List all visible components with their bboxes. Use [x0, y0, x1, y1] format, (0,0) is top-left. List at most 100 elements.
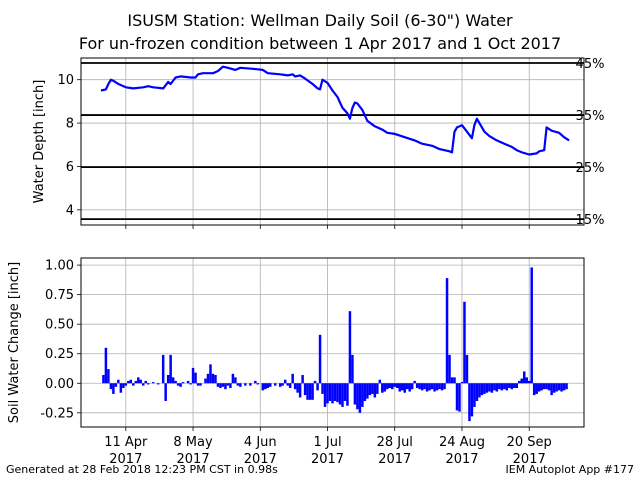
change-bar: [122, 383, 125, 388]
change-bar: [204, 378, 207, 384]
change-bar: [194, 372, 197, 384]
x-tick-label: 2017: [445, 452, 478, 467]
change-bar: [508, 383, 511, 388]
change-bar: [229, 383, 232, 388]
change-ylabel: Soil Water Change [inch]: [7, 262, 22, 423]
change-bar: [366, 383, 369, 399]
change-bar: [256, 383, 260, 385]
change-bar: [371, 383, 374, 394]
change-bar: [433, 383, 436, 392]
app-footer: IEM Autoplot App #177: [505, 463, 635, 476]
change-bar: [430, 383, 434, 390]
change-bar: [520, 378, 523, 384]
change-bar: [552, 383, 556, 393]
change-bar: [495, 383, 499, 392]
change-bar: [388, 383, 392, 388]
change-bar: [415, 383, 419, 388]
change-bar: [420, 383, 424, 391]
change-bar: [386, 383, 389, 390]
chart-title-line-2: For un-frozen condition between 1 Apr 20…: [78, 34, 562, 53]
change-bar: [348, 311, 352, 384]
change-bar: [124, 383, 128, 386]
change-bar: [500, 383, 504, 391]
change-bar: [264, 383, 267, 390]
change-bar: [525, 377, 528, 384]
change-bar: [450, 377, 454, 384]
change-bar: [226, 383, 230, 386]
change-bar: [398, 383, 401, 392]
change-bar: [114, 383, 118, 387]
change-bar: [174, 380, 177, 384]
change-bar: [557, 383, 561, 391]
change-bar: [383, 383, 387, 392]
change-bar: [303, 383, 307, 396]
x-tick-label: 4 Jun: [244, 435, 277, 450]
x-tick-label: 1 Jul: [313, 435, 341, 450]
change-bar: [144, 380, 147, 384]
change-bar: [545, 383, 548, 390]
change-ytick-label: 1.00: [45, 259, 74, 274]
change-bar: [418, 383, 421, 390]
change-bar: [515, 383, 519, 388]
change-bar: [313, 380, 317, 384]
depth-ytick-label: 6: [66, 160, 74, 175]
change-bar: [249, 383, 252, 386]
x-tick-label: 2017: [513, 452, 546, 467]
change-bar: [179, 383, 182, 387]
change-bar: [356, 383, 359, 410]
change-bar: [410, 383, 414, 390]
change-bar: [191, 367, 195, 384]
change-bar: [381, 383, 384, 393]
change-bar: [358, 383, 362, 413]
change-bar: [296, 383, 299, 393]
change-bar: [465, 354, 469, 384]
change-bar: [288, 383, 292, 388]
change-bar: [555, 383, 558, 392]
change-ytick-label: 0.00: [45, 377, 74, 392]
x-tick-label: 20 Sep: [507, 435, 552, 450]
change-bar: [142, 383, 145, 386]
change-bar: [209, 364, 212, 384]
change-ytick-label: 0.50: [45, 318, 74, 333]
change-bar: [189, 383, 192, 385]
change-bar: [219, 383, 222, 388]
change-bar: [266, 383, 269, 388]
change-bar: [532, 383, 536, 396]
change-bar: [425, 383, 429, 392]
change-bar: [333, 383, 337, 401]
change-bar: [151, 382, 155, 384]
change-bar: [535, 383, 538, 394]
change-bar: [206, 373, 210, 384]
change-bar: [341, 383, 344, 407]
change-bar: [473, 383, 476, 407]
change-bar: [286, 383, 289, 386]
change-bar: [470, 383, 474, 417]
reference-label: 25%: [576, 161, 605, 176]
change-bar: [321, 383, 324, 394]
change-bar: [403, 383, 406, 393]
change-bar: [400, 383, 404, 391]
change-bar: [562, 383, 566, 391]
change-bar: [503, 383, 506, 390]
change-bar: [186, 380, 190, 384]
change-bar: [224, 383, 227, 390]
change-bar: [318, 334, 322, 384]
x-tick-label: 2017: [109, 452, 142, 467]
x-tick-label: 24 Aug: [439, 435, 485, 450]
change-bar: [488, 383, 491, 392]
x-tick-label: 11 Apr: [104, 435, 148, 450]
change-bar: [236, 383, 240, 386]
change-bar: [214, 375, 217, 384]
change-bar: [127, 380, 130, 384]
change-bar: [565, 383, 568, 390]
change-bar: [161, 354, 165, 384]
change-bar: [261, 383, 265, 391]
reference-label: 15%: [576, 213, 605, 228]
water-depth-line: [100, 65, 570, 156]
change-bar: [423, 383, 426, 390]
x-tick-label: 2017: [177, 452, 210, 467]
change-bar: [343, 383, 347, 401]
change-bar: [231, 373, 235, 384]
change-bar: [428, 383, 431, 391]
change-bar: [221, 383, 225, 387]
